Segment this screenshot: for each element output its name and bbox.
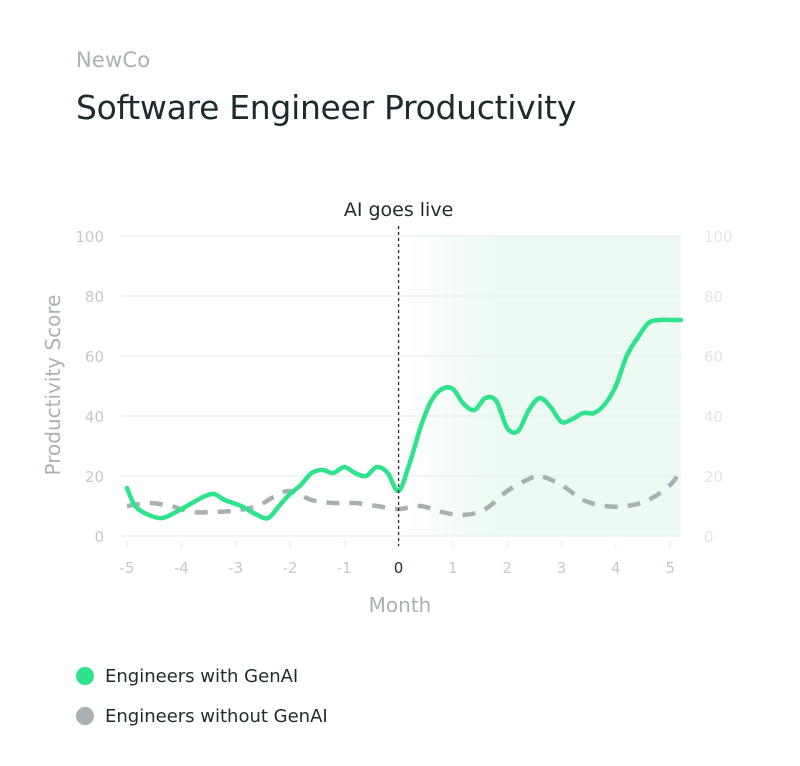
y-tick-label-right: 20 bbox=[704, 468, 723, 486]
series-line-no-genai bbox=[126, 468, 683, 518]
x-tick-label: 0 bbox=[394, 559, 404, 577]
x-tick-label: -1 bbox=[337, 559, 352, 577]
x-tick-label: 5 bbox=[665, 559, 675, 577]
legend-label-genai: Engineers with GenAI bbox=[105, 665, 299, 687]
legend-swatch-no-genai bbox=[76, 707, 94, 725]
y-tick-label-right: 0 bbox=[704, 528, 714, 546]
chart-title: Software Engineer Productivity bbox=[76, 88, 577, 127]
y-tick-label: 40 bbox=[85, 408, 104, 426]
y-tick-label: 80 bbox=[85, 288, 104, 306]
x-tick-label: -3 bbox=[228, 559, 243, 577]
annotation-label: AI goes live bbox=[344, 199, 453, 221]
x-tick-label: -4 bbox=[174, 559, 189, 577]
brand-name: NewCo bbox=[76, 48, 151, 72]
x-tick-label: 4 bbox=[611, 559, 621, 577]
line-chart: 0 20 40 60 80 100 0 20 40 60 80 100 -5 -4 -3 -2 -1 0 1 2 3 4 5… bbox=[41, 199, 733, 617]
y-tick-label: 60 bbox=[85, 348, 104, 366]
y-tick-label-right: 80 bbox=[704, 288, 723, 306]
legend-item-no-genai: Engineers without GenAI bbox=[76, 696, 328, 736]
x-tick-label: 2 bbox=[502, 559, 512, 577]
y-tick-label: 100 bbox=[75, 228, 104, 246]
y-tick-label: 0 bbox=[94, 528, 104, 546]
post-ai-shaded-region bbox=[398, 236, 681, 536]
x-tick-label: -2 bbox=[282, 559, 297, 577]
y-axis-label: Productivity Score bbox=[41, 295, 65, 476]
y-tick-label-right: 60 bbox=[704, 348, 723, 366]
x-tick-label: 3 bbox=[557, 559, 567, 577]
x-axis-label: Month bbox=[369, 593, 432, 617]
chart-legend: Engineers with GenAI Engineers without G… bbox=[76, 656, 328, 736]
legend-swatch-genai bbox=[76, 667, 94, 685]
x-tick-label: 1 bbox=[448, 559, 458, 577]
series-line-genai bbox=[124, 317, 684, 521]
x-tick-label: -5 bbox=[120, 559, 135, 577]
y-tick-label: 20 bbox=[85, 468, 104, 486]
legend-item-genai: Engineers with GenAI bbox=[76, 656, 328, 696]
y-tick-label-right: 40 bbox=[704, 408, 723, 426]
legend-label-no-genai: Engineers without GenAI bbox=[105, 705, 328, 727]
y-tick-label-right: 100 bbox=[704, 228, 733, 246]
